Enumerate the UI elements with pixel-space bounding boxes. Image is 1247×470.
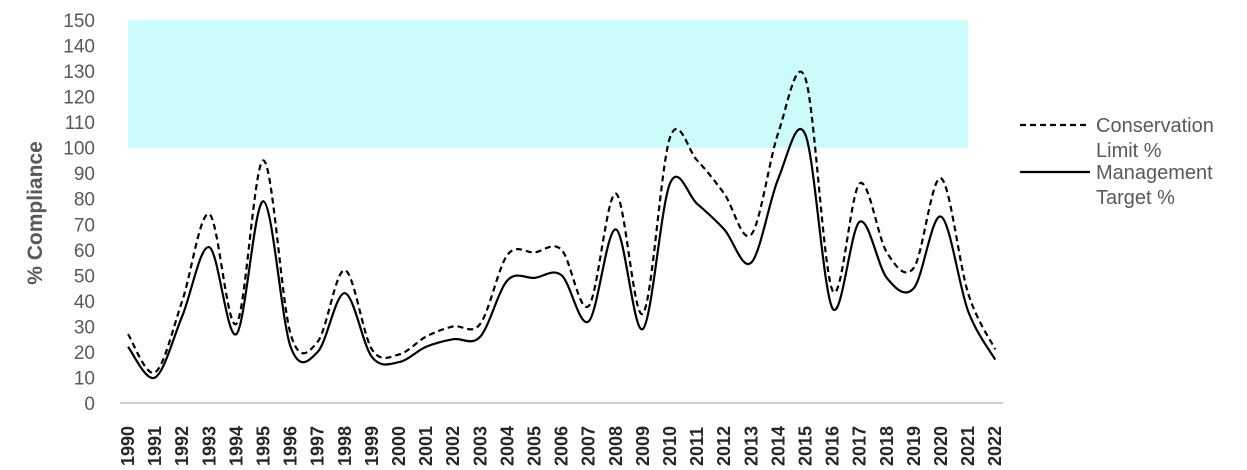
- x-tick-label: 2021: [958, 426, 978, 466]
- x-tick-label: 1995: [254, 426, 274, 466]
- y-axis-label: % Compliance: [24, 141, 47, 285]
- x-tick-label: 1998: [335, 426, 355, 466]
- y-tick-label: 50: [74, 266, 95, 287]
- y-tick-label: 90: [74, 164, 95, 185]
- x-tick-label: 2002: [443, 426, 463, 466]
- y-tick-label: 0: [84, 394, 95, 415]
- x-tick-label: 2015: [796, 426, 816, 466]
- series-line-management-target: [127, 127, 997, 379]
- x-tick-label: 2000: [389, 426, 409, 466]
- x-tick-label: 2001: [416, 426, 436, 466]
- x-tick-label: 2006: [552, 426, 572, 466]
- y-tick-label: 110: [65, 113, 95, 134]
- legend-label-line1: Conservation: [1096, 115, 1214, 137]
- x-tick-label: 2018: [877, 426, 897, 466]
- x-tick-label: 2003: [470, 426, 490, 466]
- x-tick-label: 1993: [199, 426, 219, 466]
- legend: Conservation Limit %Management Target %: [1020, 115, 1214, 209]
- x-tick-label: 2022: [985, 426, 1005, 466]
- y-tick-label: 130: [63, 62, 95, 83]
- x-tick-label: 2016: [823, 426, 843, 466]
- y-tick-label: 60: [74, 241, 95, 262]
- series-layer: [127, 70, 997, 379]
- legend-label-line2: Target %: [1096, 187, 1175, 209]
- x-tick-label: 2007: [579, 426, 599, 466]
- shaded-band-layer: [128, 20, 969, 148]
- x-tick-label: 2005: [525, 426, 545, 466]
- x-tick-label: 1990: [118, 426, 138, 466]
- x-tick-label: 2019: [904, 426, 924, 466]
- x-tick-label: 2017: [850, 426, 870, 466]
- y-tick-label: 80: [74, 190, 95, 211]
- x-tick-label: 1992: [172, 426, 192, 466]
- y-tick-label: 120: [63, 88, 95, 109]
- y-tick-label: 20: [74, 343, 95, 364]
- series-line-conservation-limit: [127, 70, 997, 374]
- axes: 0 10 20 30 40 50 60 70 80 90 100 110 120 130 140 150 199…: [63, 11, 1005, 466]
- x-tick-label: 2004: [497, 426, 517, 466]
- x-tick-label: 2020: [931, 426, 951, 466]
- x-tick-label: 1996: [281, 426, 301, 466]
- y-tick-label: 10: [74, 368, 95, 389]
- y-tick-label: 30: [74, 317, 95, 338]
- y-tick-label: 40: [74, 292, 95, 313]
- target-band: [128, 20, 969, 148]
- x-tick-label: 2010: [660, 426, 680, 466]
- x-tick-label: 2011: [687, 427, 707, 466]
- x-tick-label: 1994: [226, 426, 246, 466]
- y-tick-label: 70: [74, 215, 95, 236]
- x-tick-label: 2008: [606, 426, 626, 466]
- legend-label-line2: Limit %: [1096, 140, 1162, 162]
- x-tick-label: 1991: [145, 426, 165, 466]
- x-tick-label: 2014: [768, 426, 788, 466]
- x-tick-label: 2012: [714, 426, 734, 466]
- y-tick-label: 100: [63, 139, 95, 160]
- legend-label-line1: Management: [1096, 162, 1213, 184]
- x-tick-label: 1997: [308, 426, 328, 466]
- x-tick-label: 2009: [633, 426, 653, 466]
- x-tick-label: 1999: [362, 426, 382, 466]
- y-tick-label: 150: [63, 11, 95, 32]
- x-tick-label: 2013: [741, 426, 761, 466]
- y-tick-label: 140: [63, 37, 95, 58]
